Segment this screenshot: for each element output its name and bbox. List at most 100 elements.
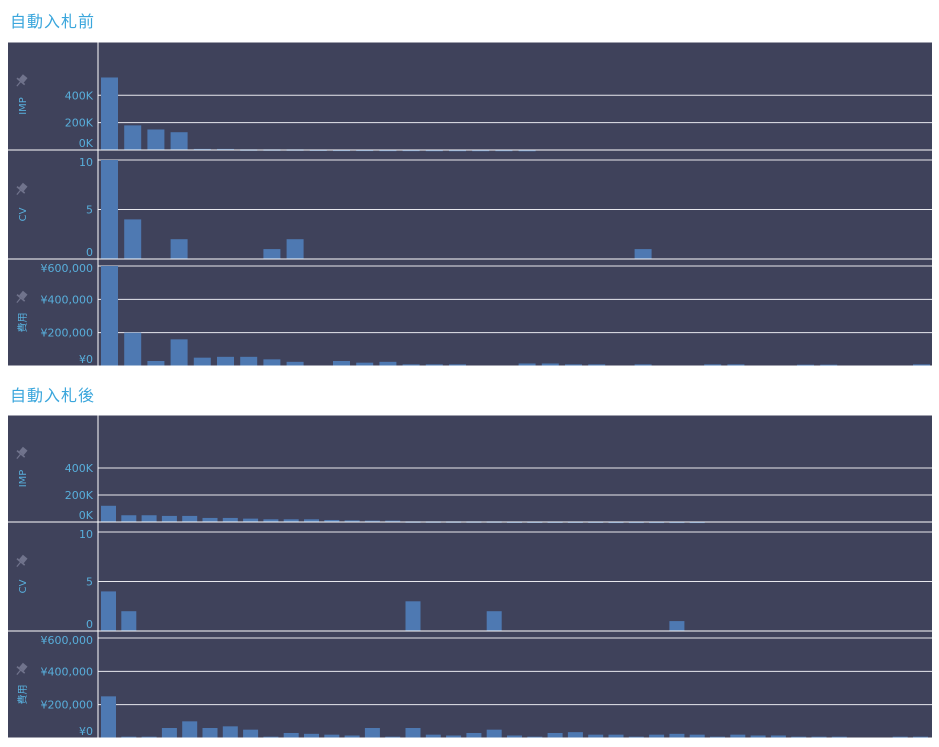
y-tick-label: 5: [86, 576, 93, 589]
bar: [240, 356, 258, 366]
bar: [222, 726, 238, 738]
bar: [588, 734, 604, 738]
pin-icon: [16, 662, 28, 676]
bar: [466, 733, 482, 738]
bar: [689, 734, 705, 738]
y-tick-label: 200K: [65, 117, 94, 130]
bar: [710, 736, 725, 739]
pin-icon: [16, 554, 28, 568]
bar: [283, 733, 299, 738]
y-tick-label: 0K: [79, 137, 94, 150]
bar: [101, 160, 118, 259]
bar: [344, 735, 360, 738]
y-tick-label: 0: [86, 618, 93, 631]
bar: [182, 721, 198, 738]
bar: [770, 735, 786, 738]
y-axis-label: CV: [18, 579, 29, 593]
y-tick-label: ¥400,000: [41, 665, 94, 678]
y-tick-label: 400K: [65, 462, 94, 475]
bar: [791, 736, 807, 739]
bar: [356, 362, 374, 366]
y-tick-label: 5: [86, 204, 93, 217]
y-tick-label: ¥0: [79, 353, 93, 366]
bar: [669, 621, 685, 631]
bar: [170, 239, 188, 259]
bar: [669, 733, 685, 738]
bar: [263, 519, 279, 522]
chart-frame: [8, 415, 932, 738]
bar: [634, 249, 652, 259]
bar: [405, 728, 421, 738]
bar: [243, 729, 259, 738]
bar: [202, 517, 218, 522]
bar: [263, 359, 281, 366]
bar: [730, 734, 746, 738]
bar: [263, 249, 281, 259]
bar: [649, 734, 665, 738]
y-tick-label: ¥600,000: [41, 634, 94, 647]
bar: [147, 361, 165, 366]
bar: [141, 736, 157, 739]
bar: [141, 515, 157, 522]
section-title-before: 自動入札前: [10, 12, 96, 31]
bar: [913, 364, 930, 366]
y-tick-label: ¥600,000: [41, 262, 94, 275]
bar: [608, 734, 624, 738]
y-tick-label: 0K: [79, 509, 94, 522]
bar: [750, 735, 766, 738]
bar: [101, 591, 116, 631]
y-tick-label: 0: [86, 246, 93, 259]
bar: [344, 520, 360, 522]
bar: [913, 736, 928, 739]
bar: [121, 611, 137, 631]
bar: [727, 364, 745, 366]
bar: [286, 239, 304, 259]
bar: [704, 364, 722, 366]
bar: [518, 149, 536, 152]
bar: [486, 729, 502, 738]
y-axis-label: 費用: [16, 313, 29, 333]
bar: [101, 266, 118, 366]
bar: [634, 364, 652, 366]
bar: [124, 219, 142, 259]
bar: [121, 736, 137, 739]
y-axis-label: 費用: [16, 685, 29, 705]
bar: [892, 736, 908, 739]
bar: [263, 736, 279, 739]
bar: [364, 520, 380, 523]
bar: [243, 518, 259, 522]
pin-icon: [16, 74, 28, 87]
panel-1-1: 0 5 10 CV: [8, 528, 932, 632]
bar: [182, 515, 198, 522]
bar: [449, 364, 466, 366]
bar: [170, 339, 188, 366]
bar: [541, 363, 559, 366]
chart-frame: [8, 42, 932, 366]
bar: [124, 332, 142, 366]
bar: [628, 736, 644, 739]
bar: [379, 361, 397, 366]
bar: [101, 505, 116, 522]
bar: [507, 735, 522, 738]
y-tick-label: ¥0: [79, 725, 93, 738]
y-axis-label: CV: [18, 207, 29, 221]
bar: [567, 732, 583, 738]
bar: [588, 364, 606, 366]
bar: [193, 357, 211, 366]
bar: [486, 611, 502, 631]
bar: [425, 364, 443, 366]
section-title-after: 自動入札後: [10, 386, 96, 405]
y-tick-label: 10: [79, 528, 93, 541]
bar: [170, 132, 188, 150]
bar: [304, 733, 319, 738]
bar: [518, 363, 536, 366]
bar: [304, 519, 319, 522]
y-tick-label: ¥200,000: [41, 699, 94, 712]
bar: [547, 733, 563, 738]
panel-1-0: 0K 200K 400K IMP: [8, 446, 932, 524]
bar: [364, 728, 380, 738]
bar: [797, 364, 814, 367]
bar: [324, 734, 340, 738]
bar: [217, 356, 234, 366]
